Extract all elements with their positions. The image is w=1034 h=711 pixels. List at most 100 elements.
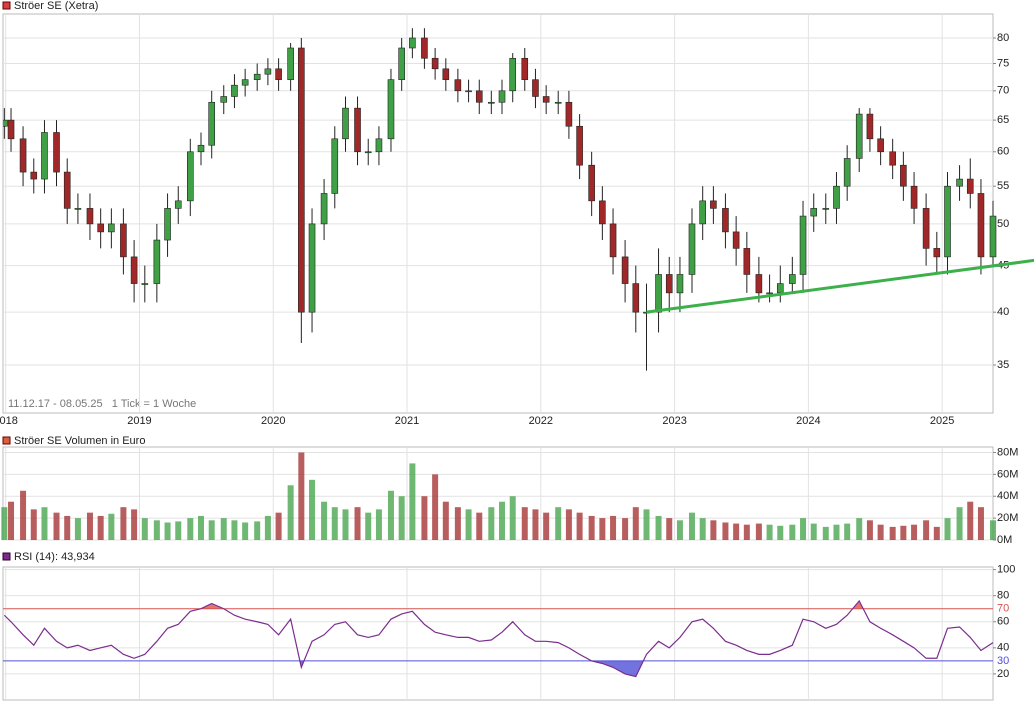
candle-body: [264, 68, 272, 75]
candle-body: [810, 208, 818, 217]
y-tick-label: 40: [997, 642, 1009, 654]
candle-body: [488, 101, 495, 104]
candle-body: [822, 208, 830, 210]
candle-body: [398, 47, 405, 80]
volume-bar: [264, 515, 271, 540]
rsi-level-label: 30: [997, 655, 1009, 667]
volume-bar: [242, 522, 249, 540]
candle-body: [7, 119, 15, 140]
candle-body: [833, 185, 840, 209]
volume-bar: [488, 507, 495, 540]
volume-bar: [187, 518, 194, 540]
candle-body: [632, 283, 640, 313]
volume-bar: [509, 496, 516, 540]
candle-body: [966, 178, 974, 194]
y-tick-label: 70: [997, 85, 1009, 97]
volume-bar: [86, 512, 93, 540]
candle-body: [676, 274, 684, 294]
volume-bar: [208, 520, 215, 540]
volume-bar: [933, 526, 940, 540]
trendline: [646, 258, 1034, 314]
volume-bar: [967, 501, 974, 540]
candle-body: [241, 79, 249, 86]
volume-bar: [688, 512, 695, 540]
x-tick-label: 2022: [529, 415, 553, 427]
candle-body: [743, 248, 751, 275]
volume-bar: [576, 512, 583, 540]
candle-body: [186, 151, 194, 202]
volume-bar: [655, 515, 662, 540]
price-panel: [2, 13, 994, 414]
volume-bar: [220, 518, 227, 540]
volume-bar: [722, 522, 729, 540]
candle-body: [208, 101, 216, 146]
volume-bar: [866, 520, 873, 540]
candle-body: [532, 79, 539, 97]
volume-bar: [74, 518, 81, 540]
candle-body: [308, 223, 316, 313]
volume-bar: [20, 490, 27, 540]
candle-body: [609, 223, 617, 258]
volume-bar: [800, 518, 807, 540]
candle-body: [130, 256, 138, 284]
y-tick-label: 80: [997, 590, 1009, 602]
volume-bar: [565, 509, 572, 540]
volume-bar: [755, 523, 762, 540]
volume-bar: [666, 518, 673, 540]
candle-body: [889, 151, 896, 166]
candle-body: [944, 185, 951, 258]
candle-body: [977, 193, 985, 258]
volume-bar: [365, 512, 372, 540]
candle-body: [342, 107, 349, 140]
x-tick-label: 2024: [796, 415, 820, 427]
rsi-line: [3, 599, 994, 678]
candle-body: [521, 57, 529, 80]
candle-body: [498, 90, 506, 103]
rsi-level-label: 70: [997, 603, 1009, 615]
volume-bar: [844, 523, 851, 540]
volume-bar: [632, 507, 639, 540]
candle-body: [387, 79, 395, 140]
volume-bar: [375, 509, 382, 540]
candle-body: [565, 101, 573, 127]
candle-body: [722, 208, 729, 233]
volume-bar: [889, 526, 896, 540]
volume-bar: [476, 512, 483, 540]
rsi-zone-fill: [299, 660, 644, 677]
volume-bar: [354, 507, 361, 540]
volume-bar: [911, 524, 918, 540]
volume-bar: [588, 515, 595, 540]
volume-bar: [676, 520, 683, 540]
volume-bar: [97, 515, 104, 540]
candle-body: [409, 37, 416, 49]
candle-body: [120, 223, 127, 258]
rsi-panel: [2, 566, 994, 701]
volume-bar: [499, 501, 506, 540]
volume-bar: [1, 507, 8, 540]
candle-body: [174, 200, 182, 209]
volume-bar: [30, 509, 37, 540]
candle-body: [275, 68, 282, 80]
x-tick-label: 2019: [127, 415, 151, 427]
candle-body: [665, 274, 673, 294]
candle-body: [41, 132, 48, 180]
volume-bar: [643, 509, 650, 540]
volume-bar: [610, 515, 617, 540]
rsi-title: RSI (14): 43,934: [14, 551, 95, 563]
volume-bar: [877, 524, 884, 540]
candle-body: [509, 57, 517, 92]
candle-body: [97, 223, 104, 233]
volume-bar: [298, 452, 305, 540]
volume-bar: [710, 520, 717, 540]
y-tick-label: 40M: [997, 490, 1018, 502]
y-tick-label: 20M: [997, 512, 1018, 524]
volume-bar: [977, 507, 984, 540]
volume-bar: [175, 521, 182, 540]
volume-bar: [321, 501, 328, 540]
y-tick-label: 100: [997, 564, 1015, 576]
candle-body: [475, 90, 483, 103]
candle-body: [554, 101, 562, 104]
candle-body: [789, 274, 796, 284]
volume-bar: [990, 520, 996, 540]
